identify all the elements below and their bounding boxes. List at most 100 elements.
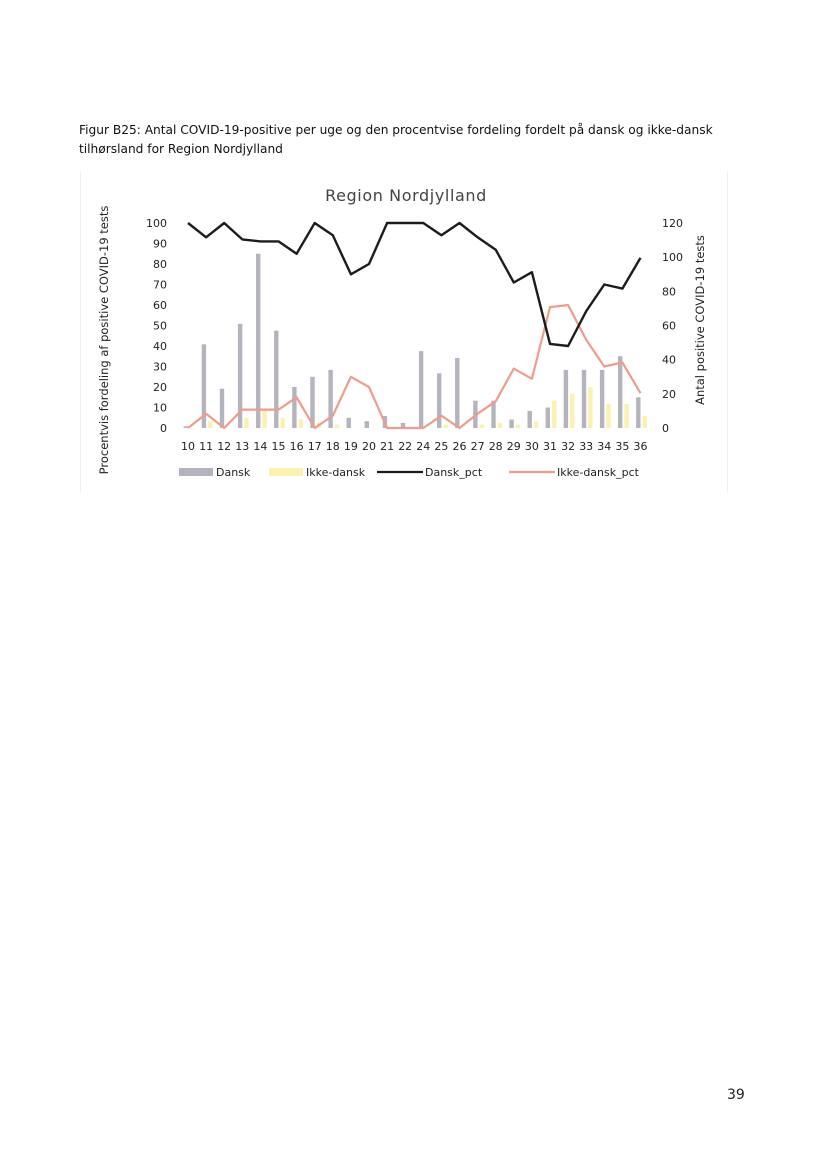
x-tick-label: 20 (362, 440, 376, 453)
left-axis-ticks: 0 10 20 30 40 50 60 70 80 90 100 (146, 217, 167, 435)
right-tick-label: 0 (662, 422, 669, 435)
bar-dansk (292, 387, 297, 428)
bar-dansk (364, 421, 369, 428)
left-tick-label: 50 (153, 320, 167, 333)
left-tick-label: 30 (153, 361, 167, 374)
bar-dansk (219, 388, 225, 428)
bar-ikke-dansk (244, 417, 249, 428)
bar-ikke-dansk (334, 424, 340, 428)
bar-ikke-dansk (588, 387, 593, 428)
x-tick-label: 14 (253, 440, 267, 453)
bar-dansk (599, 369, 605, 428)
bar-dansk (545, 407, 550, 428)
bar-ikke-dansk (570, 393, 575, 428)
bar-dansk (310, 376, 315, 428)
bar-ikke-dansk (533, 421, 539, 428)
left-tick-label: 20 (153, 381, 167, 394)
bar-ikke-dansk (552, 400, 557, 428)
left-tick-label: 40 (153, 340, 167, 353)
page-number: 39 (727, 1087, 745, 1103)
x-tick-label: 22 (398, 440, 412, 453)
bar-ikke-dansk (443, 424, 448, 428)
x-tick-label: 10 (181, 440, 195, 453)
right-axis-label: Antal positive COVID-19 tests (693, 235, 707, 405)
x-tick-label: 16 (290, 440, 304, 453)
right-tick-label: 20 (662, 388, 676, 401)
bar-ikke-dansk (624, 404, 629, 428)
bar-ikke-dansk (280, 417, 285, 428)
bar-dansk (400, 422, 406, 428)
right-tick-label: 80 (662, 285, 676, 298)
x-tick-label: 36 (634, 440, 648, 453)
right-tick-label: 120 (662, 217, 683, 230)
bar-dansk (581, 369, 587, 428)
x-tick-label: 35 (615, 440, 629, 453)
line-series (187, 221, 642, 430)
bar-dansk (455, 357, 460, 428)
chart-legend: Dansk Ikke-dansk Dansk_pct Ikke-dansk_pct (179, 466, 640, 479)
left-tick-label: 100 (146, 217, 167, 230)
bar-ikke-dansk (497, 422, 503, 428)
x-tick-label: 30 (525, 440, 539, 453)
x-tick-label: 12 (217, 440, 231, 453)
legend-swatch (269, 468, 303, 476)
bar-dansk (491, 400, 496, 428)
x-tick-label: 28 (489, 440, 503, 453)
bar-dansk (328, 369, 333, 428)
x-tick-label: 32 (561, 440, 575, 453)
bar-dansk (509, 419, 514, 428)
bar-ikke-dansk (515, 424, 521, 428)
x-tick-label: 17 (308, 440, 322, 453)
x-tick-label: 13 (235, 440, 249, 453)
line-dansk-pct (187, 221, 642, 348)
left-tick-label: 80 (153, 258, 167, 271)
x-tick-label: 15 (272, 440, 286, 453)
legend-label: Dansk_pct (425, 466, 483, 479)
x-tick-label: 19 (344, 440, 358, 453)
bar-dansk (437, 373, 442, 428)
left-tick-label: 70 (153, 279, 167, 292)
x-tick-label: 27 (471, 440, 485, 453)
bar-dansk (237, 323, 243, 428)
bar-dansk (346, 417, 351, 428)
x-tick-label: 24 (416, 440, 430, 453)
chart-title: Region Nordjylland (325, 186, 487, 205)
legend-label: Dansk (216, 466, 251, 479)
bar-ikke-dansk (262, 410, 267, 428)
left-tick-label: 90 (153, 238, 167, 251)
left-tick-label: 10 (153, 402, 167, 415)
x-tick-label: 31 (543, 440, 557, 453)
bar-ikke-dansk (642, 416, 647, 428)
right-tick-label: 40 (662, 354, 676, 367)
x-tick-label: 33 (579, 440, 593, 453)
bar-dansk (618, 356, 623, 428)
x-axis-ticks: 10 11 12 13 14 15 16 17 18 19 20 21 22 24 25 26 27 28 29 30… (181, 440, 648, 453)
right-tick-label: 100 (662, 251, 683, 264)
bar-dansk (201, 344, 207, 428)
bar-ikke-dansk (208, 421, 213, 428)
x-tick-label: 26 (453, 440, 467, 453)
bar-dansk (274, 330, 279, 428)
x-tick-label: 11 (199, 440, 213, 453)
bar-dansk (636, 397, 641, 428)
legend-swatch (179, 468, 213, 476)
bar-ikke-dansk (298, 419, 303, 428)
legend-label: Ikke-dansk_pct (557, 466, 640, 479)
bar-dansk (563, 369, 569, 428)
x-tick-label: 34 (597, 440, 611, 453)
left-tick-label: 60 (153, 299, 167, 312)
x-tick-label: 18 (326, 440, 340, 453)
bar-dansk (256, 253, 261, 428)
left-tick-label: 0 (160, 422, 167, 435)
x-tick-label: 21 (380, 440, 394, 453)
x-tick-label: 25 (434, 440, 448, 453)
bar-dansk (183, 426, 188, 428)
bar-ikke-dansk (606, 404, 611, 428)
chart-container: Region Nordjylland 0 10 20 30 40 50 60 70 80 90 10… (80, 172, 728, 492)
bar-series (183, 253, 647, 428)
left-axis-label: Procentvis fordeling af positive COVID-1… (97, 206, 111, 475)
right-tick-label: 60 (662, 320, 676, 333)
legend-label: Ikke-dansk (306, 466, 366, 479)
line-ikke-dansk-pct (187, 303, 642, 430)
figure-caption: Figur B25: Antal COVID-19-positive per u… (79, 123, 713, 156)
